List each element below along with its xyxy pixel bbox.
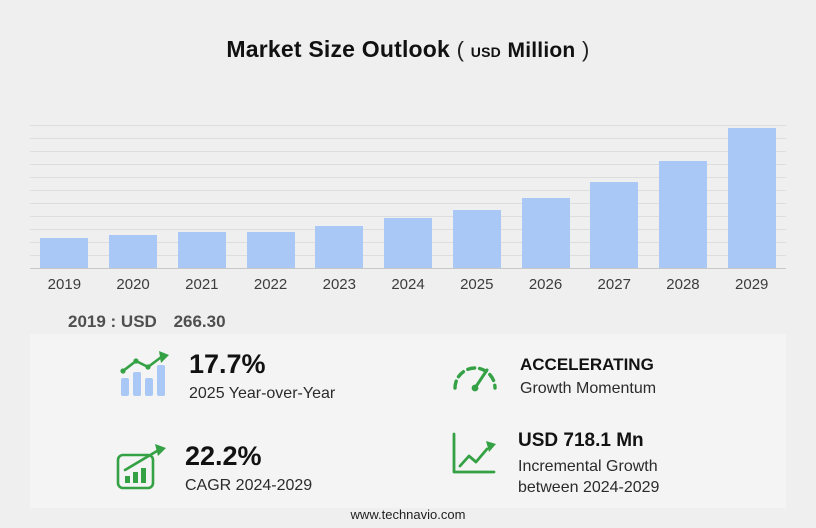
incremental-label-line2: between 2024-2029: [518, 478, 660, 496]
page-title: Market Size Outlook ( USD Million ): [0, 36, 816, 63]
bar-2028: [658, 161, 707, 268]
growth-chart-box-icon: [116, 444, 166, 490]
gridline: [30, 203, 786, 204]
bar-slot: [511, 125, 580, 268]
stat-text-block: USD 718.1 Mn Incremental Growth between …: [518, 430, 659, 498]
x-tick-2024: 2024: [391, 276, 425, 293]
title-close-paren: ): [582, 37, 590, 62]
bar-2025: [452, 209, 501, 268]
title-unit-currency: USD: [470, 44, 501, 60]
bar-2027: [590, 182, 639, 268]
bar-2029: [727, 128, 776, 268]
x-tick-2027: 2027: [597, 276, 631, 293]
gridline: [30, 190, 786, 191]
title-text: Market Size Outlook: [226, 36, 451, 62]
bar-slot: [649, 125, 718, 268]
stats-panel: 17.7% 2025 Year-over-Year ACCELERATING G…: [30, 334, 786, 508]
stat-yoy-growth: 17.7% 2025 Year-over-Year: [115, 349, 336, 404]
bar-slot: [374, 125, 443, 268]
title-unit-word: Million: [507, 39, 576, 62]
footer-url[interactable]: www.technavio.com: [350, 507, 466, 522]
yoy-label: 2025 Year-over-Year: [189, 384, 336, 402]
gridline: [30, 164, 786, 165]
x-axis-labels: 2019 2020 2021 2022 2023 2024 2025 2026 2027 2028…: [30, 276, 786, 293]
incremental-value: USD 718.1 Mn: [518, 430, 644, 451]
base-year-callout: 2019 : USD 266.30: [68, 312, 226, 332]
momentum-label: Growth Momentum: [520, 380, 657, 398]
bar-2021: [177, 232, 226, 268]
x-tick-2022: 2022: [253, 276, 288, 293]
x-tick-2021: 2021: [185, 276, 219, 293]
stat-cagr: 22.2% CAGR 2024-2029: [115, 441, 313, 496]
gridline: [30, 138, 786, 139]
x-tick-2023: 2023: [322, 276, 356, 293]
gridline: [30, 216, 786, 217]
bar-2026: [521, 198, 570, 268]
bar-slot: [717, 125, 786, 268]
bar-chart-plot: [30, 125, 786, 269]
bar-2023: [315, 226, 364, 268]
stat-incremental-growth: USD 718.1 Mn Incremental Growth between …: [448, 430, 659, 498]
stat-text-block: 17.7% 2025 Year-over-Year: [189, 349, 336, 404]
x-tick-2025: 2025: [460, 276, 494, 293]
incremental-label-line1: Incremental Growth: [518, 457, 658, 475]
momentum-value: ACCELERATING: [520, 355, 654, 374]
bar-slot: [580, 125, 649, 268]
bar-slot: [442, 125, 511, 268]
x-tick-2029: 2029: [735, 276, 769, 293]
speedometer-icon: [453, 366, 497, 392]
bar-2019: [40, 238, 89, 268]
bar-slot: [99, 125, 168, 268]
cagr-value: 22.2%: [185, 441, 262, 471]
stat-text-block: ACCELERATING Growth Momentum: [520, 354, 656, 399]
bar-slot: [305, 125, 374, 268]
bar-2024: [384, 218, 433, 268]
chart-bars: [30, 125, 786, 268]
x-tick-2019: 2019: [47, 276, 82, 293]
yoy-value: 17.7%: [189, 349, 266, 379]
base-year-prefix: 2019 : USD: [68, 312, 157, 331]
cagr-label: CAGR 2024-2029: [185, 476, 313, 494]
base-year-amount: 266.30: [173, 312, 226, 331]
bar-slot: [167, 125, 236, 268]
bar-2022: [246, 231, 295, 268]
bar-2020: [109, 235, 158, 268]
stat-growth-momentum: ACCELERATING Growth Momentum: [448, 354, 656, 399]
gridline: [30, 177, 786, 178]
bar-chart-growth-icon: [120, 351, 169, 396]
gridline: [30, 125, 786, 126]
incremental-growth-icon: [452, 432, 496, 474]
bar-slot: [30, 125, 99, 268]
bar-slot: [236, 125, 305, 268]
x-tick-2020: 2020: [116, 276, 150, 293]
x-tick-2026: 2026: [528, 276, 563, 293]
x-tick-2028: 2028: [666, 276, 700, 293]
stat-text-block: 22.2% CAGR 2024-2029: [185, 441, 313, 496]
gridline: [30, 151, 786, 152]
title-open-paren: (: [456, 37, 465, 62]
